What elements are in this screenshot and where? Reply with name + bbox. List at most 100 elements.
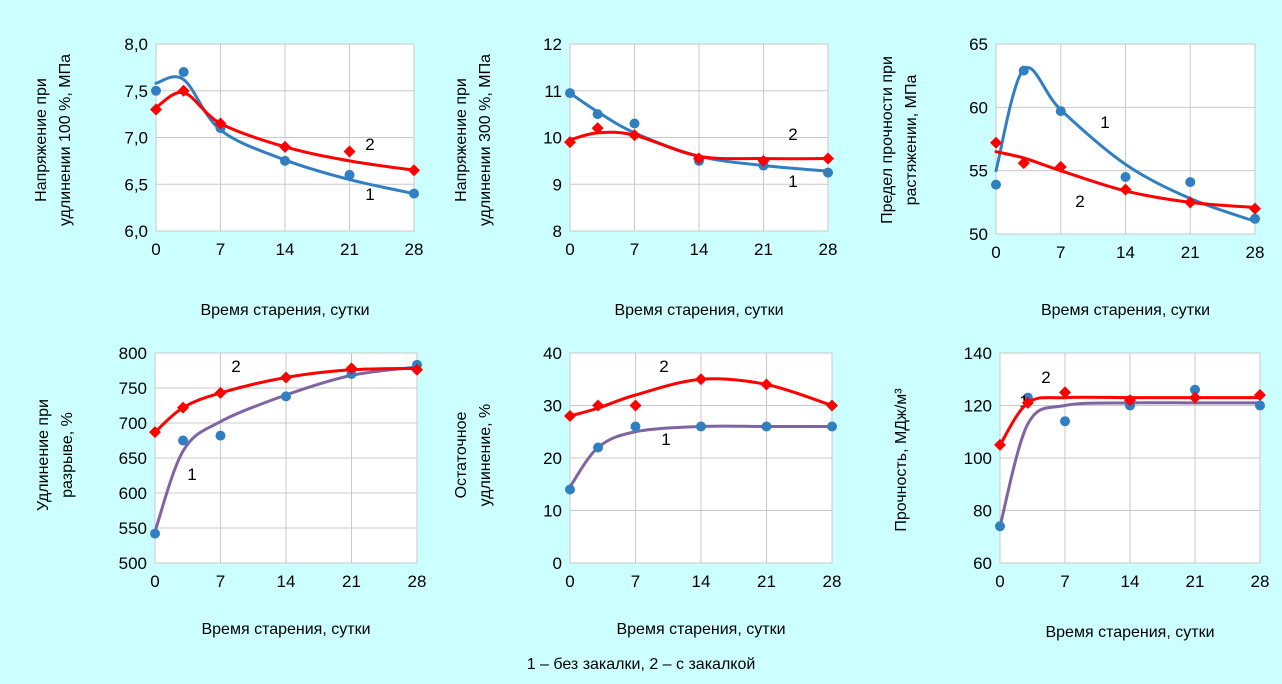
- x-tick-label: 21: [340, 240, 359, 259]
- y-axis-label: Напряжение при: [453, 78, 470, 202]
- series-1-point: [823, 167, 833, 178]
- series-1-point: [565, 484, 575, 495]
- x-tick-label: 7: [1060, 572, 1069, 591]
- series-2-point: [1021, 396, 1034, 409]
- y-tick-label: 50: [969, 225, 988, 244]
- series-1-point: [995, 521, 1005, 532]
- x-tick-label: 14: [692, 572, 711, 591]
- series-2-point: [345, 362, 358, 375]
- series-1-point: [991, 179, 1001, 190]
- series-1-point: [592, 109, 603, 120]
- y-axis-label: Прочность, МДж/м³: [893, 388, 910, 532]
- x-tick-label: 7: [631, 572, 640, 591]
- series-2-point: [757, 154, 770, 167]
- series-2-point: [591, 122, 604, 135]
- series-2-curve-label: 2: [365, 135, 374, 154]
- series-2-point: [990, 136, 1002, 149]
- series-1-point: [1055, 106, 1066, 117]
- x-tick-label: 14: [1116, 243, 1135, 262]
- y-axis-label: Предел прочности при: [879, 56, 896, 224]
- y-tick-label: 10: [543, 129, 562, 148]
- series-2-point: [994, 438, 1006, 451]
- series-1-curve: [998, 401, 1262, 528]
- x-tick-label: 0: [565, 572, 574, 591]
- series-2-point: [629, 399, 642, 412]
- y-tick-label: 80: [973, 502, 992, 521]
- y-tick-label: 0: [553, 554, 562, 573]
- x-axis-label: Время старения, сутки: [614, 302, 783, 319]
- x-axis-label: Время старения, сутки: [1045, 624, 1214, 641]
- series-2-point: [695, 373, 707, 386]
- series-2-point: [150, 103, 162, 116]
- y-tick-label: 650: [119, 449, 147, 468]
- y-tick-label: 60: [969, 98, 988, 117]
- series-2-point: [564, 136, 576, 149]
- series-2-curve-label: 2: [659, 357, 668, 376]
- y-tick-label: 40: [543, 344, 562, 363]
- series-2-point: [628, 129, 641, 142]
- series-2-point: [280, 371, 292, 384]
- series-2-point: [177, 401, 190, 414]
- y-tick-label: 65: [969, 35, 988, 54]
- series-2-point: [1119, 183, 1132, 196]
- x-tick-label: 28: [819, 240, 838, 259]
- y-tick-label: 60: [973, 554, 992, 573]
- series-2-point: [592, 399, 605, 412]
- series-2-point: [822, 152, 834, 165]
- series-1-point: [1185, 177, 1196, 188]
- y-tick-label: 8,0: [124, 35, 148, 54]
- series-2-point: [1189, 391, 1201, 404]
- series-1-point: [1120, 172, 1131, 182]
- y-tick-label: 10: [543, 502, 562, 521]
- figure-caption: 1 – без закалки, 2 – с закалкой: [526, 656, 756, 673]
- x-tick-label: 28: [408, 572, 427, 591]
- series-1-point: [1060, 416, 1070, 427]
- x-axis-label: Время старения, сутки: [200, 302, 369, 319]
- x-tick-label: 14: [690, 240, 709, 259]
- series-2-point: [1254, 389, 1266, 401]
- series-2-point: [149, 426, 161, 439]
- x-tick-label: 7: [1056, 243, 1065, 262]
- series-1-curve-label: 1: [788, 172, 797, 191]
- series-1-point: [280, 155, 290, 166]
- series-2-curve-label: 2: [231, 357, 240, 376]
- series-1-point: [281, 391, 291, 402]
- series-2-point: [564, 410, 576, 422]
- y-tick-label: 500: [119, 554, 147, 573]
- y-axis-label: разрыве, %: [59, 412, 76, 498]
- y-tick-label: 8: [553, 222, 562, 241]
- series-1-point: [629, 118, 640, 129]
- series-2-point: [411, 363, 423, 376]
- y-axis-label: удлинении 300 %, МПа: [477, 54, 494, 226]
- series-2-point: [693, 152, 705, 165]
- y-tick-label: 140: [964, 344, 992, 363]
- series-2-point: [1017, 157, 1030, 170]
- series-1-point: [215, 430, 226, 441]
- series-1-point: [1018, 65, 1029, 76]
- series-2-point: [1184, 196, 1197, 209]
- series-2-point: [279, 140, 291, 153]
- series-1-point: [761, 421, 772, 432]
- series-1-point: [1255, 400, 1265, 411]
- series-1-point: [696, 421, 706, 432]
- x-axis-label: Время старения, сутки: [616, 621, 785, 638]
- series-2-curve-label: 2: [788, 125, 797, 144]
- y-tick-label: 6,0: [124, 222, 148, 241]
- series-1-curve-label: 1: [187, 465, 196, 484]
- x-tick-label: 0: [151, 240, 160, 259]
- y-tick-label: 20: [543, 449, 562, 468]
- y-tick-label: 12: [543, 35, 562, 54]
- series-1-point: [151, 85, 161, 96]
- series-1-point: [150, 528, 160, 539]
- series-2-curve-label: 2: [1075, 192, 1084, 211]
- x-tick-label: 14: [277, 572, 296, 591]
- x-axis-label: Время старения, сутки: [201, 621, 370, 638]
- series-1-point: [630, 421, 641, 432]
- x-tick-label: 21: [754, 240, 773, 259]
- x-tick-label: 0: [150, 572, 159, 591]
